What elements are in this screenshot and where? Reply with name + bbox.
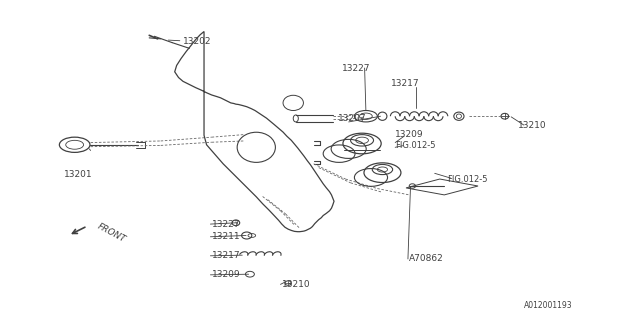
Text: 13217: 13217 xyxy=(212,251,240,260)
Text: FRONT: FRONT xyxy=(96,222,127,244)
Text: 13227: 13227 xyxy=(342,63,371,73)
Text: 13227: 13227 xyxy=(212,220,240,228)
Text: 13210: 13210 xyxy=(518,121,546,130)
Text: 13202: 13202 xyxy=(183,36,211,45)
Text: 13209: 13209 xyxy=(212,270,240,279)
Text: 13217: 13217 xyxy=(392,79,420,88)
Text: A70862: A70862 xyxy=(409,254,444,263)
Text: 13209: 13209 xyxy=(395,130,424,139)
Text: 13201: 13201 xyxy=(64,170,92,179)
Text: FIG.012-5: FIG.012-5 xyxy=(395,141,436,150)
Text: 13210: 13210 xyxy=(282,280,310,289)
Text: FIG.012-5: FIG.012-5 xyxy=(447,174,488,184)
Text: 13207: 13207 xyxy=(338,114,367,123)
Text: A012001193: A012001193 xyxy=(524,301,573,310)
Text: 13211: 13211 xyxy=(212,232,240,241)
